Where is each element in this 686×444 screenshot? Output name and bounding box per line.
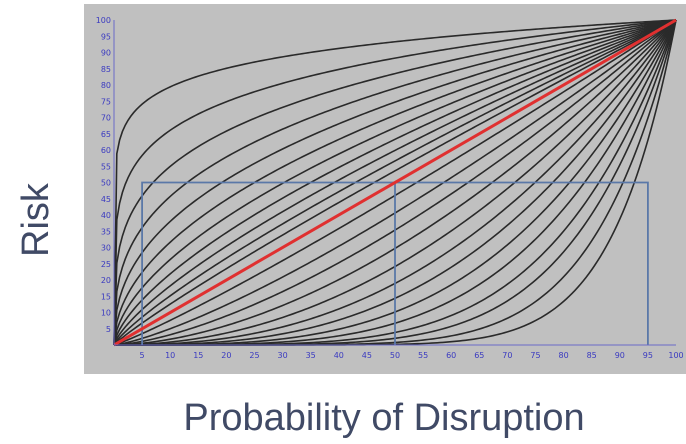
x-tick-label-95: 95	[643, 351, 653, 360]
y-tick-label-95: 95	[101, 32, 111, 41]
diagonal-series-line	[113, 18, 677, 347]
x-tick-label-20: 20	[221, 351, 231, 360]
family-curve-2	[113, 19, 677, 346]
x-tick-label-5: 5	[140, 351, 145, 360]
x-tick-label-50: 50	[390, 351, 400, 360]
y-tick-label-35: 35	[101, 227, 111, 236]
y-tick-label-70: 70	[101, 114, 111, 123]
family-curve-8	[113, 19, 677, 346]
y-tick-label-10: 10	[101, 309, 111, 318]
y-tick-label-90: 90	[101, 49, 111, 58]
x-tick-label-15: 15	[193, 351, 203, 360]
y-tick-label-30: 30	[101, 244, 111, 253]
family-curve-1	[113, 19, 677, 346]
y-tick-label-85: 85	[101, 65, 111, 74]
y-axis-title: Risk	[15, 182, 57, 257]
y-tick-label-25: 25	[101, 260, 111, 269]
y-tick-label-55: 55	[101, 162, 111, 171]
y-tick-label-45: 45	[101, 195, 111, 204]
x-tick-label-45: 45	[362, 351, 372, 360]
x-tick-label-80: 80	[559, 351, 569, 360]
y-tick-label-65: 65	[101, 130, 111, 139]
y-tick-label-40: 40	[101, 211, 111, 220]
family-curve-7	[113, 19, 677, 346]
family-curve-10	[113, 19, 677, 346]
family-curve-5	[113, 19, 677, 346]
y-tick-label-80: 80	[101, 81, 111, 90]
x-tick-label-100: 100	[668, 351, 683, 360]
y-tick-label-5: 5	[106, 325, 111, 334]
y-tick-labels: 5 10 15 20 25 30 35 40 45 50 55 60 65 70 75 80 85 90 95 100	[96, 16, 111, 334]
family-curve-0	[113, 19, 677, 346]
x-tick-labels: 5 10 15 20 25 30 35 40 45 50 55 60 65 70 75 80 85 90 95 100	[140, 351, 684, 360]
y-tick-label-75: 75	[101, 97, 111, 106]
x-tick-label-10: 10	[165, 351, 175, 360]
x-tick-label-70: 70	[502, 351, 512, 360]
x-tick-label-55: 55	[418, 351, 428, 360]
x-tick-label-35: 35	[306, 351, 316, 360]
y-tick-label-100: 100	[96, 16, 111, 25]
family-curve-3	[113, 19, 677, 346]
y-tick-label-50: 50	[101, 179, 111, 188]
x-tick-label-25: 25	[249, 351, 259, 360]
x-tick-label-40: 40	[334, 351, 344, 360]
y-tick-label-20: 20	[101, 276, 111, 285]
series-layer	[113, 18, 677, 347]
family-curve-4	[113, 19, 677, 346]
x-tick-label-65: 65	[474, 351, 484, 360]
family-curve-6	[113, 19, 677, 346]
x-axis-title: Probability of Disruption	[183, 397, 584, 439]
x-tick-label-60: 60	[446, 351, 456, 360]
x-tick-label-30: 30	[278, 351, 288, 360]
x-tick-label-90: 90	[615, 351, 625, 360]
y-tick-label-60: 60	[101, 146, 111, 155]
x-tick-label-85: 85	[587, 351, 597, 360]
y-tick-label-15: 15	[101, 292, 111, 301]
family-curve-9	[113, 19, 677, 346]
x-tick-label-75: 75	[530, 351, 540, 360]
